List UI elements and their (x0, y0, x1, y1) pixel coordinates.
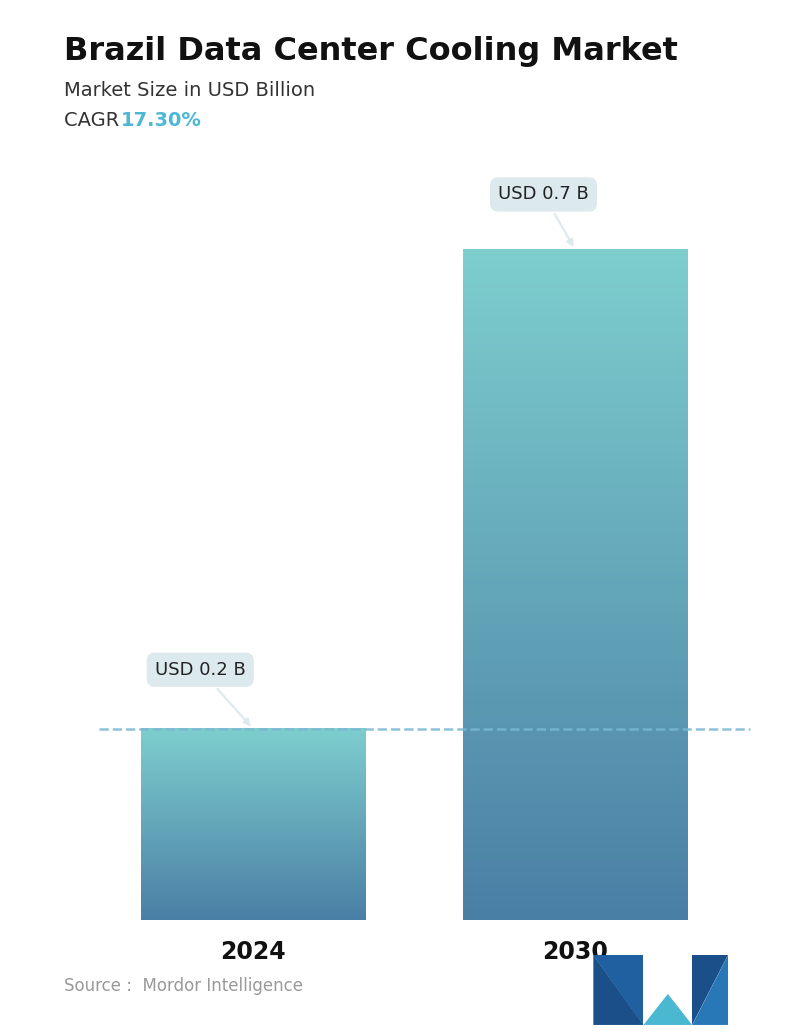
Polygon shape (643, 994, 693, 1025)
Text: 17.30%: 17.30% (121, 111, 202, 129)
Text: USD 0.2 B: USD 0.2 B (155, 661, 249, 725)
Text: Market Size in USD Billion: Market Size in USD Billion (64, 81, 314, 99)
Polygon shape (593, 955, 643, 1025)
Text: CAGR: CAGR (64, 111, 131, 129)
Text: Source :  Mordor Intelligence: Source : Mordor Intelligence (64, 977, 302, 995)
Polygon shape (693, 955, 728, 1025)
Polygon shape (593, 955, 643, 1025)
Text: Brazil Data Center Cooling Market: Brazil Data Center Cooling Market (64, 36, 677, 67)
Polygon shape (693, 955, 728, 1025)
Text: USD 0.7 B: USD 0.7 B (498, 185, 589, 245)
